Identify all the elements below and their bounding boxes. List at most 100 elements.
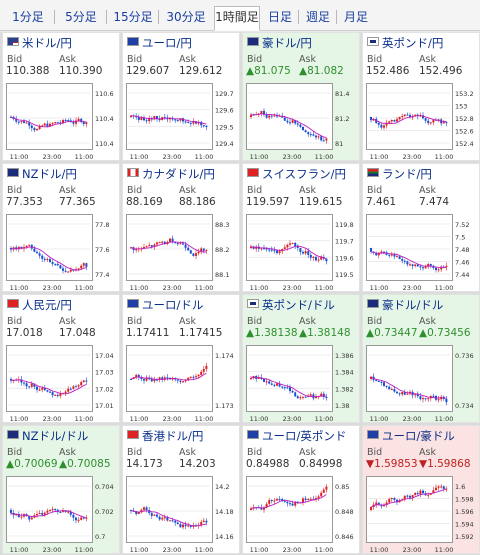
currency-pair-link[interactable]: ユーロ/英ポンド xyxy=(247,428,346,444)
currency-pair-link[interactable]: 香港ドル/円 xyxy=(127,428,203,444)
ask-label: Ask xyxy=(59,447,76,458)
tab-1[interactable]: 5分足 xyxy=(65,10,97,24)
tab-2[interactable]: 15分足 xyxy=(113,10,153,24)
tab-4[interactable]: 1時間足 xyxy=(214,6,260,31)
candle-body xyxy=(427,398,430,400)
candle-body xyxy=(184,380,187,382)
currency-card[interactable]: 豪ドル/円 Bid Ask ▲81.075 ▲81.082 81.4 81.2 81 11:00… xyxy=(242,32,360,161)
currency-card[interactable]: 米ドル/円 Bid Ask 110.388 110.390 110.6 110.4 110.4… xyxy=(2,32,120,161)
candle-body xyxy=(268,249,271,251)
currency-pair-link[interactable]: ユーロ/ドル xyxy=(127,297,203,313)
candle-body xyxy=(150,117,153,119)
currency-card[interactable]: ユーロ/英ポンド Bid Ask 0.84988 0.84998 0.85 0.848 0.8… xyxy=(242,425,360,554)
candle-body xyxy=(260,507,263,510)
currency-pair-link[interactable]: カナダドル/円 xyxy=(127,166,215,182)
currency-pair-link[interactable]: 米ドル/円 xyxy=(7,35,72,51)
ask-label: Ask xyxy=(179,316,196,327)
candle-body xyxy=(77,268,80,270)
candle-body xyxy=(312,394,315,399)
candle-body xyxy=(325,258,328,262)
currency-card[interactable]: 人民元/円 Bid Ask 17.018 17.048 17.04 17.03 17.02 17… xyxy=(2,294,120,423)
flag-gb-icon xyxy=(367,37,379,46)
candle-body xyxy=(59,122,62,124)
x-tick-label: 11:00 xyxy=(10,153,29,161)
candle-body xyxy=(263,110,265,115)
currency-pair-link[interactable]: 人民元/円 xyxy=(7,297,72,313)
currency-card[interactable]: NZドル/円 Bid Ask 77.353 77.365 77.8 77.6 77.4 11:0… xyxy=(2,163,120,292)
currency-pair-link[interactable]: ユーロ/豪ドル xyxy=(367,428,455,444)
currency-card[interactable]: 香港ドル/円 Bid Ask 14.173 14.203 14.2 14.18 14.16 11… xyxy=(122,425,240,554)
tab-0[interactable]: 1分足 xyxy=(12,10,44,24)
currency-card[interactable]: ランド/円 Bid Ask 7.461 7.474 7.52 7.5 7.48 7.46 7.44… xyxy=(362,163,480,292)
candle-body xyxy=(276,498,278,501)
candle-body xyxy=(403,260,406,262)
currency-card[interactable]: カナダドル/円 Bid Ask 88.169 88.186 88.3 88.2 88.1 11:… xyxy=(122,163,240,292)
candle-body xyxy=(422,398,424,400)
candle-body xyxy=(192,121,195,124)
candle-body xyxy=(409,496,411,498)
x-tick-label: 23:00 xyxy=(403,546,422,554)
currency-pair-link[interactable]: NZドル/ドル xyxy=(7,428,88,444)
bid-label: Bid xyxy=(247,316,263,327)
candle-body xyxy=(401,392,404,395)
ask-value: 17.048 xyxy=(59,327,96,339)
currency-card[interactable]: スイスフラン/円 Bid Ask 119.597 119.615 119.8 119.7 11… xyxy=(242,163,360,292)
y-tick-label: 119.7 xyxy=(335,238,354,246)
x-tick-label: 11:00 xyxy=(435,284,454,292)
tab-5[interactable]: 日足 xyxy=(267,10,292,24)
candle-body xyxy=(137,512,140,515)
candle-body xyxy=(437,119,440,121)
currency-grid: 米ドル/円 Bid Ask 110.388 110.390 110.6 110.4 110.4… xyxy=(0,32,480,555)
candle-body xyxy=(276,250,278,254)
tab-3[interactable]: 30分足 xyxy=(166,10,206,24)
candle-body xyxy=(260,110,263,114)
currency-pair-link[interactable]: 豪ドル/円 xyxy=(247,35,312,51)
bid-label: Bid xyxy=(7,316,23,327)
candle-body xyxy=(176,243,179,245)
y-tick-label: 0.736 xyxy=(455,352,474,360)
currency-pair-link[interactable]: ユーロ/円 xyxy=(127,35,192,51)
currency-card[interactable]: ユーロ/円 Bid Ask 129.607 129.612 129.7 129.6 129.5… xyxy=(122,32,240,161)
candle-body xyxy=(54,122,57,124)
bid-value: ▲0.73447 xyxy=(366,327,418,339)
bid-label: Bid xyxy=(7,447,23,458)
candle-body xyxy=(411,116,414,118)
currency-pair-link[interactable]: ランド/円 xyxy=(367,166,432,182)
chart-frame xyxy=(126,214,213,281)
x-tick-label: 11:00 xyxy=(370,415,389,423)
tab-6[interactable]: 週足 xyxy=(305,10,330,24)
candle-body xyxy=(440,266,443,270)
currency-card[interactable]: 豪ドル/ドル Bid Ask ▲0.73447 ▲0.73456 0.736 0.734 11… xyxy=(362,294,480,423)
currency-card[interactable]: 英ポンド/ドル Bid Ask ▲1.38138 ▲1.38148 1.386 1.384 1… xyxy=(242,294,360,423)
candle-body xyxy=(296,123,299,125)
currency-pair-link[interactable]: 英ポンド/円 xyxy=(367,35,443,51)
candle-body xyxy=(312,134,315,136)
candle-body xyxy=(370,376,372,379)
candle-body xyxy=(398,393,401,395)
bid-label: Bid xyxy=(127,316,143,327)
currency-card[interactable]: NZドル/ドル Bid Ask ▲0.70069 ▲0.70085 0.704 0.702 0… xyxy=(2,425,120,554)
ask-value: 0.84998 xyxy=(299,458,343,470)
y-tick-label: 1.382 xyxy=(335,385,354,393)
candle-body xyxy=(302,251,304,254)
currency-pair-name: 英ポンド/ドル xyxy=(262,298,335,312)
bid-value: 119.597 xyxy=(246,196,290,208)
currency-pair-link[interactable]: NZドル/円 xyxy=(7,166,77,182)
ask-label: Ask xyxy=(179,447,196,458)
tab-7[interactable]: 月足 xyxy=(343,10,368,24)
currency-card[interactable]: 英ポンド/円 Bid Ask 152.486 152.496 153.2 153 152.8 1… xyxy=(362,32,480,161)
currency-pair-link[interactable]: スイスフラン/円 xyxy=(247,166,346,182)
currency-card[interactable]: ユーロ/豪ドル Bid Ask ▼1.59853 ▼1.59868 1.6 1.598 1.5… xyxy=(362,425,480,554)
currency-pair-link[interactable]: 英ポンド/ドル xyxy=(247,297,335,313)
currency-pair-name: カナダドル/円 xyxy=(142,167,215,181)
candle-body xyxy=(377,380,380,382)
candle-body xyxy=(187,377,190,381)
flag-ca-icon xyxy=(127,168,139,177)
candle-body xyxy=(302,396,304,398)
candle-body xyxy=(195,253,197,256)
currency-card[interactable]: ユーロ/ドル Bid Ask 1.17411 1.17415 1.174 1.173 11:0… xyxy=(122,294,240,423)
currency-pair-link[interactable]: 豪ドル/ドル xyxy=(367,297,443,313)
candle-body xyxy=(393,120,396,122)
